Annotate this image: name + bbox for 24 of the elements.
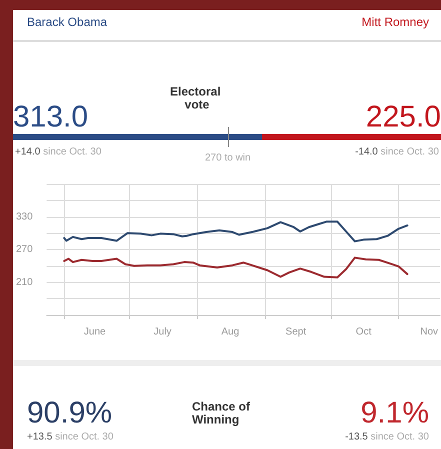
x-tick-label: July: [154, 326, 172, 338]
data-label: 313.0: [13, 100, 88, 134]
text: Barack Obama: [27, 15, 108, 29]
text: +14.0 since Oct. 30: [15, 146, 102, 158]
text: -14.0 since Oct. 30: [355, 146, 440, 158]
data-label: 225.0: [366, 100, 441, 134]
text: +13.5 since Oct. 30: [27, 432, 114, 442]
ref-line-label: 270 to win: [205, 152, 251, 164]
x-tick-label: Aug: [221, 326, 240, 338]
x-tick-label: Oct: [356, 326, 372, 338]
x-tick-label: June: [84, 326, 106, 338]
text: -13.5 since Oct. 30: [345, 432, 430, 442]
text: Mitt Romney: [362, 15, 430, 29]
text: Chance of Winning: [192, 400, 254, 426]
line-series: [63, 256, 408, 278]
text: 90.9%: [27, 396, 112, 430]
y-tick-label: 210: [16, 276, 34, 288]
x-tick-label: Sept: [286, 326, 306, 338]
x-tick-label: Nov: [420, 326, 438, 338]
chart-title: Electoral vote: [170, 84, 224, 112]
text: 9.1%: [360, 396, 430, 430]
y-tick-label: 330: [16, 211, 34, 222]
y-tick-label: 270: [16, 244, 34, 255]
line-series: [63, 220, 408, 242]
